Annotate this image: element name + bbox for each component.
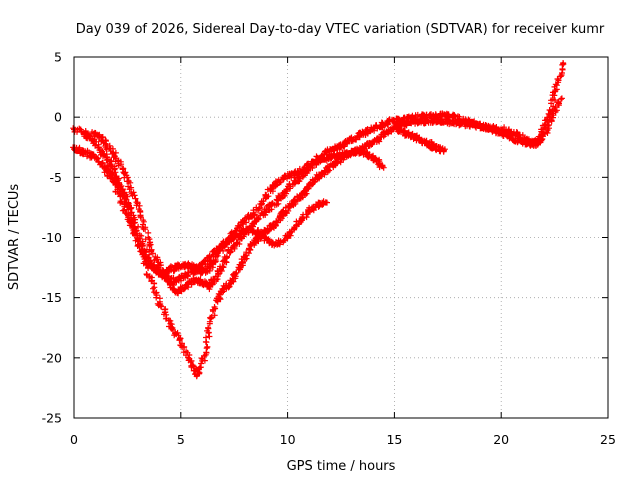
series-markers [393, 124, 448, 155]
chart-title: Day 039 of 2026, Sidereal Day-to-day VTE… [76, 22, 605, 37]
y-tick-label: -15 [42, 290, 62, 305]
x-tick-label: 20 [493, 432, 509, 447]
x-axis-label: GPS time / hours [287, 459, 396, 474]
y-tick-label: 5 [54, 50, 62, 65]
x-tick-label: 10 [280, 432, 296, 447]
series-markers [70, 144, 330, 286]
series-markers [70, 60, 567, 279]
series-1 [70, 60, 567, 279]
y-tick-labels: -25 -20 -15 -10 -5 0 5 [42, 50, 62, 426]
data-series [70, 60, 567, 380]
y-axis-label: SDTVAR / TECUs [7, 184, 22, 291]
grid-lines [74, 57, 608, 418]
x-tick-label: 15 [386, 432, 402, 447]
axis-ticks [73, 56, 609, 419]
x-tick-label: 25 [600, 432, 616, 447]
y-tick-label: -10 [42, 230, 62, 245]
series-4 [70, 144, 330, 286]
series-2 [88, 95, 565, 297]
x-tick-labels: 0 5 10 15 20 25 [70, 432, 616, 447]
series-3 [101, 146, 387, 380]
y-tick-label: -20 [42, 350, 62, 365]
x-tick-label: 5 [177, 432, 185, 447]
y-tick-label: -5 [50, 170, 62, 185]
series-markers [88, 95, 565, 297]
y-tick-label: 0 [54, 110, 62, 125]
series-5 [393, 124, 448, 155]
series-markers [101, 146, 387, 380]
y-tick-label: -25 [42, 411, 62, 426]
x-tick-label: 0 [70, 432, 78, 447]
